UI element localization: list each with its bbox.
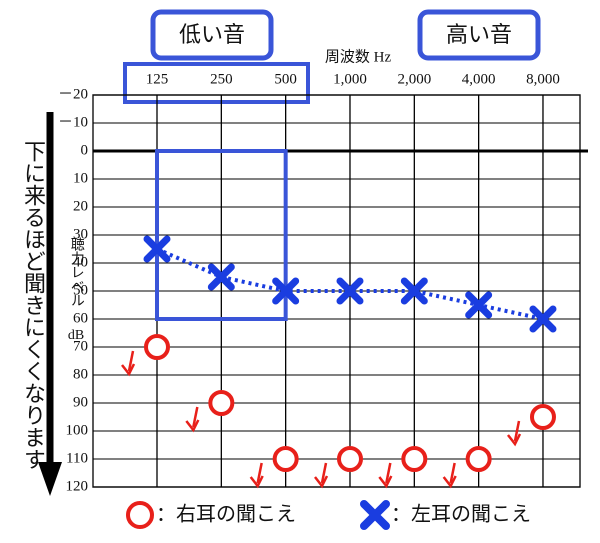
left-ear-point (207, 263, 235, 291)
no-response-arrow-head (121, 363, 136, 377)
x-tick-label: 250 (210, 71, 233, 87)
no-response-arrow (127, 350, 135, 372)
right-ear-point (465, 446, 492, 472)
y-axis-unit: dB (68, 328, 84, 343)
right-ear-point (272, 446, 299, 472)
left-ear-point (336, 277, 364, 305)
down-arrow-head (38, 462, 62, 496)
y-tick-label: 80 (73, 366, 88, 382)
y-axis-title: 聴力レベル (69, 237, 85, 307)
no-response-arrow (385, 462, 392, 484)
y-tick-label: 70 (73, 338, 88, 354)
low-label: 低い音 (179, 23, 245, 48)
left-ear-point (143, 235, 171, 263)
x-tick-label: 1,000 (333, 71, 367, 87)
y-tick-label: 50 (73, 282, 88, 298)
y-tick-label: 90 (73, 394, 88, 410)
y-tick-label: 0 (81, 142, 89, 158)
no-response-arrow-head (506, 433, 522, 447)
right-ear-point (401, 446, 428, 472)
no-response-arrow-head (442, 475, 457, 489)
legend-marker (126, 501, 154, 529)
right-ear-point (208, 390, 235, 416)
y-tick-label: 100 (66, 422, 89, 438)
no-response-arrow-head (185, 419, 200, 433)
right-ear-point (144, 334, 170, 360)
no-response-arrow-head (378, 475, 393, 489)
low-range-box (123, 62, 310, 104)
y-tick-label: 120 (66, 478, 89, 494)
x-tick-label: 2,000 (397, 71, 431, 87)
legend-label: ：右耳の聞こえ (156, 502, 296, 526)
x-tick-label: 8,000 (526, 71, 560, 87)
no-response-arrow (256, 462, 263, 484)
no-response-arrow (449, 462, 456, 484)
x-tick-label: 4,000 (462, 71, 496, 87)
no-response-arrow-head (314, 475, 329, 489)
left-ear-point (465, 291, 493, 319)
y-tick-label: －20 (58, 86, 88, 102)
x-tick-label: 500 (274, 71, 297, 87)
left-ear-point (529, 305, 557, 333)
right-ear-point (529, 404, 556, 430)
y-tick-label: 40 (73, 254, 88, 270)
side-note: 下に来るほど聞きにくくなります (20, 140, 46, 470)
y-tick-label: －10 (58, 114, 88, 130)
y-tick-label: 110 (66, 450, 88, 466)
no-response-arrow-head (249, 475, 264, 489)
x-axis-title: 周波数 Hz (325, 48, 392, 65)
legend-marker (360, 500, 390, 530)
high-label-box (417, 9, 541, 61)
no-response-arrow (320, 462, 328, 484)
no-response-arrow (192, 406, 199, 428)
low-label-box (150, 9, 274, 61)
highlight-box (155, 149, 288, 321)
no-response-arrow (513, 420, 521, 442)
y-tick-label: 20 (73, 198, 88, 214)
left-ear-point (400, 277, 428, 305)
left-ear-point (272, 277, 300, 305)
legend-label: ：左耳の聞こえ (391, 502, 531, 526)
right-ear-point (336, 446, 363, 472)
x-tick-label: 125 (146, 71, 169, 87)
high-label: 高い音 (446, 23, 512, 48)
y-tick-label: 60 (73, 310, 88, 326)
y-tick-label: 10 (73, 170, 88, 186)
y-tick-label: 30 (73, 226, 88, 242)
